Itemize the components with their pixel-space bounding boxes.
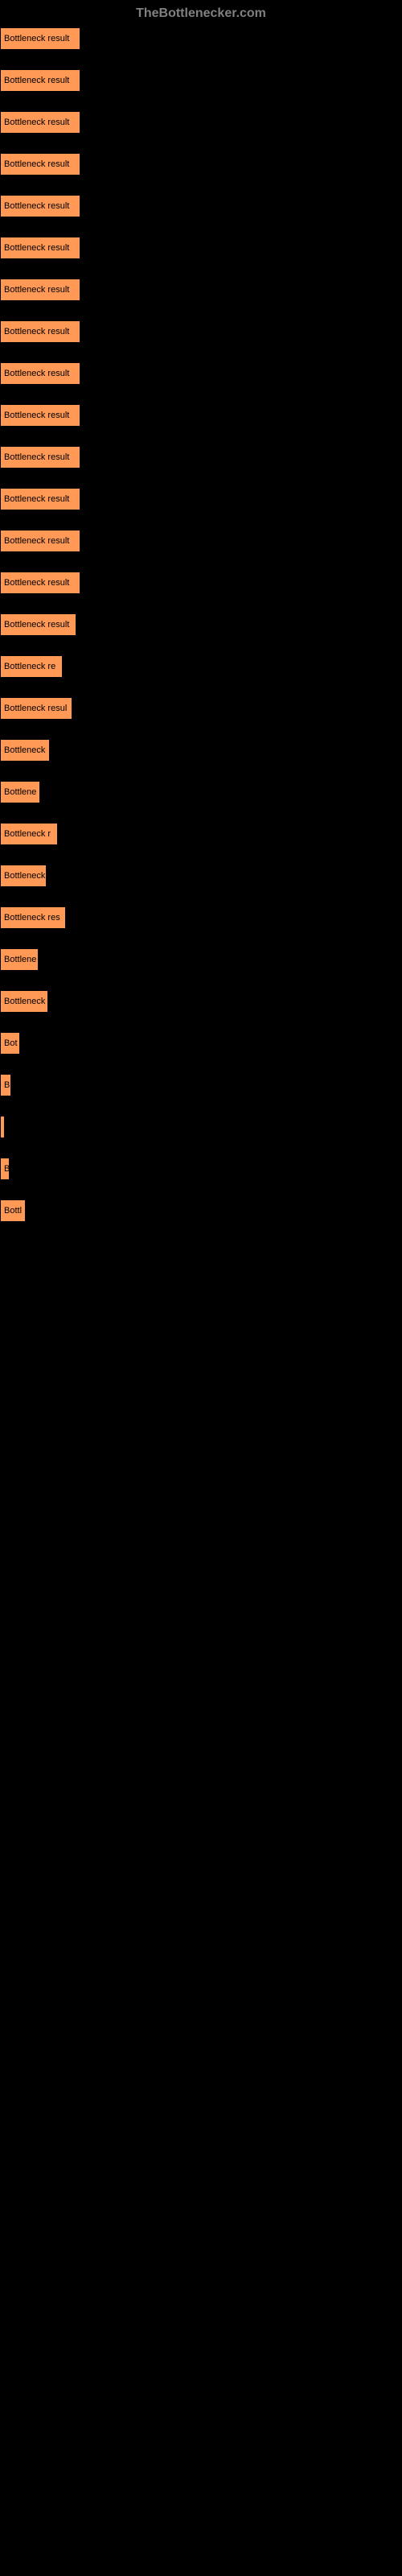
- bar-label: Bottleneck resul: [4, 704, 67, 713]
- bar-row: Bot: [0, 1029, 402, 1067]
- bar-row: Bottlene: [0, 945, 402, 984]
- bar-row: Bottleneck res: [0, 903, 402, 942]
- bottleneck-bar: Bottleneck: [0, 739, 50, 762]
- bar-row: Bottleneck result: [0, 233, 402, 272]
- bar-row: Bottleneck result: [0, 568, 402, 607]
- bar-label: Bottleneck result: [4, 76, 69, 85]
- bar-label: Bottleneck result: [4, 34, 69, 43]
- bar-label: Bottleneck res: [4, 913, 60, 923]
- bar-row: Bottleneck result: [0, 359, 402, 398]
- bar-row: B: [0, 1154, 402, 1193]
- bottleneck-bar: Bottlene: [0, 948, 39, 971]
- site-title: TheBottlenecker.com: [136, 6, 266, 20]
- bottleneck-bar: Bot: [0, 1032, 20, 1055]
- bottleneck-bar: [0, 1116, 5, 1138]
- bar-row: Bottleneck: [0, 861, 402, 900]
- bottleneck-bar: Bottleneck: [0, 865, 47, 887]
- bar-label: Bottleneck r: [4, 829, 51, 839]
- bar-label: Bottleneck result: [4, 494, 69, 504]
- bar-row: Bottleneck result: [0, 485, 402, 523]
- bottleneck-bar: Bottleneck result: [0, 279, 80, 301]
- bottleneck-bar: Bottleneck result: [0, 362, 80, 385]
- bar-label: Bottleneck: [4, 871, 45, 881]
- bar-row: Bottleneck result: [0, 66, 402, 105]
- bottleneck-bar: Bottleneck result: [0, 320, 80, 343]
- bar-row: Bottleneck result: [0, 24, 402, 63]
- bar-label: Bottleneck result: [4, 159, 69, 169]
- bottleneck-bar: Bottleneck result: [0, 613, 76, 636]
- bar-row: [0, 1113, 402, 1151]
- bottleneck-bar: Bottleneck result: [0, 27, 80, 50]
- bar-row: B: [0, 1071, 402, 1109]
- bottleneck-bar: Bottleneck result: [0, 237, 80, 259]
- bar-label: Bottleneck result: [4, 452, 69, 462]
- bar-label: Bottlene: [4, 787, 36, 797]
- bar-label: Bottleneck result: [4, 620, 69, 630]
- bottleneck-bar: Bottleneck result: [0, 446, 80, 469]
- bar-label: Bottleneck result: [4, 118, 69, 127]
- bar-row: Bottleneck result: [0, 526, 402, 565]
- bar-row: Bottleneck result: [0, 443, 402, 481]
- bar-row: Bottleneck: [0, 987, 402, 1026]
- bar-label: Bottleneck result: [4, 369, 69, 378]
- bottleneck-bar: Bottlene: [0, 781, 40, 803]
- bar-label: Bottleneck result: [4, 327, 69, 336]
- bar-row: Bottleneck result: [0, 150, 402, 188]
- bar-label: Bottleneck result: [4, 243, 69, 253]
- bar-row: Bottleneck resul: [0, 694, 402, 733]
- bottleneck-bar: Bottleneck res: [0, 906, 66, 929]
- bar-label: Bottleneck result: [4, 285, 69, 295]
- bottleneck-bar: B: [0, 1158, 10, 1180]
- bottleneck-bar: Bottleneck r: [0, 823, 58, 845]
- bottleneck-bar: Bottleneck result: [0, 404, 80, 427]
- bar-row: Bottleneck result: [0, 401, 402, 440]
- bar-row: Bottleneck result: [0, 192, 402, 230]
- bar-row: Bottleneck r: [0, 819, 402, 858]
- bottleneck-bar: B: [0, 1074, 11, 1096]
- bar-label: Bottleneck: [4, 745, 45, 755]
- bar-row: Bottleneck re: [0, 652, 402, 691]
- bar-row: Bottleneck result: [0, 610, 402, 649]
- bar-row: Bottlene: [0, 778, 402, 816]
- bottleneck-bar: Bottleneck result: [0, 530, 80, 552]
- bar-label: Bottleneck result: [4, 201, 69, 211]
- bar-label: B: [4, 1080, 10, 1090]
- bottleneck-bar: Bottleneck result: [0, 572, 80, 594]
- bottleneck-bar: Bottleneck result: [0, 111, 80, 134]
- bar-row: Bottleneck: [0, 736, 402, 774]
- bottleneck-bar: Bottleneck result: [0, 153, 80, 175]
- bar-label: Bottleneck result: [4, 536, 69, 546]
- bottleneck-bar: Bottl: [0, 1199, 26, 1222]
- bar-label: Bottleneck result: [4, 578, 69, 588]
- bar-label: B: [4, 1164, 10, 1174]
- bottleneck-bar: Bottleneck resul: [0, 697, 72, 720]
- bar-row: Bottleneck result: [0, 275, 402, 314]
- bar-label: Bottlene: [4, 955, 36, 964]
- bottleneck-bar: Bottleneck result: [0, 195, 80, 217]
- bar-label: Bot: [4, 1038, 18, 1048]
- bottleneck-bar: Bottleneck: [0, 990, 48, 1013]
- bar-label: Bottl: [4, 1206, 22, 1216]
- page-header: TheBottlenecker.com: [0, 0, 402, 21]
- bottleneck-bar: Bottleneck re: [0, 655, 63, 678]
- bottleneck-bar: Bottleneck result: [0, 69, 80, 92]
- bar-row: Bottleneck result: [0, 108, 402, 147]
- bar-row: Bottleneck result: [0, 317, 402, 356]
- bar-label: Bottleneck re: [4, 662, 55, 671]
- bar-label: Bottleneck: [4, 997, 45, 1006]
- bar-label: Bottleneck result: [4, 411, 69, 420]
- bar-row: Bottl: [0, 1196, 402, 1235]
- bottleneck-bar: Bottleneck result: [0, 488, 80, 510]
